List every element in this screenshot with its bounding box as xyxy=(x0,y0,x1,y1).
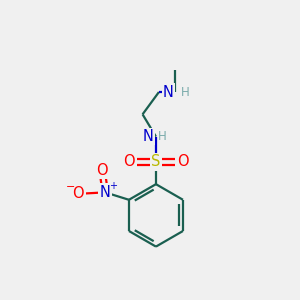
Text: O: O xyxy=(96,163,108,178)
Text: N: N xyxy=(143,129,154,144)
Text: O: O xyxy=(177,154,188,169)
Text: O: O xyxy=(73,186,84,201)
Text: H: H xyxy=(181,85,189,98)
Text: S: S xyxy=(151,154,160,169)
Text: N: N xyxy=(100,185,111,200)
Text: −: − xyxy=(65,182,75,192)
Text: O: O xyxy=(123,154,135,169)
Text: N: N xyxy=(163,85,174,100)
Text: +: + xyxy=(110,182,118,191)
Text: H: H xyxy=(158,130,167,143)
